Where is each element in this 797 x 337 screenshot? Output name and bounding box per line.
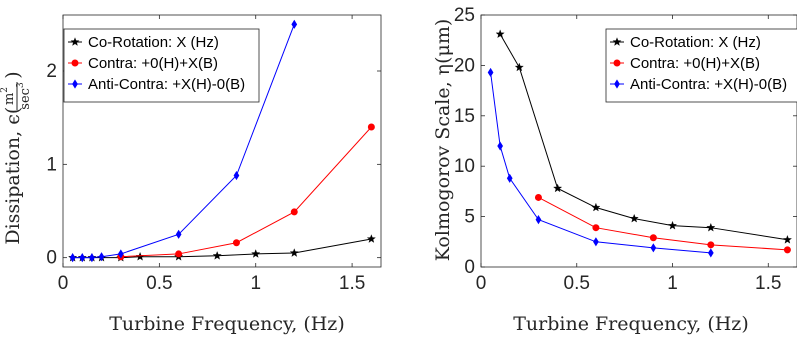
kolmogorov-data-point xyxy=(535,215,542,225)
dissipation-data-point xyxy=(232,239,240,247)
dissipation-ylabel-num: m xyxy=(2,93,17,105)
dissipation-data-point xyxy=(291,19,298,29)
kolmogorov-legend-label: Contra: +0(H)+X(B) xyxy=(630,55,760,72)
dissipation-series-2 xyxy=(117,123,375,261)
dissipation-data-point xyxy=(366,234,376,243)
kolmogorov-data-point xyxy=(593,237,599,247)
dissipation-data-point xyxy=(98,252,105,262)
dissipation-data-point xyxy=(79,253,86,263)
dissipation-ylabel-close: ) xyxy=(2,71,24,78)
dissipation-data-point xyxy=(175,250,183,258)
kolmogorov-legend: Co-Rotation: X (Hz) Contra: +0(H)+X(B) Ant… xyxy=(605,28,797,103)
dissipation-ylabel: Dissipation, ϵ() m2 sec3 xyxy=(0,71,33,244)
kolmogorov-data-point xyxy=(534,193,542,201)
kolmogorov-chart: Turbine Frequency, (Hz) Kolmogorov Scale… xyxy=(432,19,749,335)
dissipation-legend-label: Contra: +0(H)+X(B) xyxy=(88,55,218,72)
kolmogorov-xlabel: Turbine Frequency, (Hz) xyxy=(513,313,748,335)
dissipation-legend-box xyxy=(63,28,260,103)
kolmogorov-ytick-label: 10 xyxy=(454,156,475,177)
dissipation-legend-label: Anti-Contra: +X(H)-0(B) xyxy=(88,76,245,93)
dissipation-data-point xyxy=(251,249,261,258)
kolmogorov-series-line xyxy=(499,33,788,241)
kolmogorov-series-2 xyxy=(534,193,791,254)
dissipation-ylabel-num-sup: 2 xyxy=(0,87,10,93)
kolmogorov-legend-marker xyxy=(613,59,621,67)
kolmogorov-ytick-label: 25 xyxy=(454,5,475,26)
svg-text:sec3: sec3 xyxy=(16,82,33,110)
dissipation-xtick-label: 1.5 xyxy=(339,273,365,294)
kolmogorov-data-point xyxy=(706,222,716,232)
dissipation-data-point xyxy=(233,170,240,181)
kolmogorov-data-point xyxy=(553,183,563,193)
dissipation-xtick-label: 0 xyxy=(58,273,69,294)
kolmogorov-ytick-label: 20 xyxy=(454,55,475,76)
kolmogorov-data-point xyxy=(782,235,792,244)
kolmogorov-legend-marker xyxy=(614,79,620,89)
kolmogorov-ylabel: Kolmogorov Scale, η(μm) xyxy=(432,19,454,262)
kolmogorov-data-point xyxy=(649,234,657,242)
svg-text:Dissipation, ϵ(): Dissipation, ϵ() xyxy=(2,71,24,244)
kolmogorov-xtick-label: 0.5 xyxy=(564,273,590,294)
kolmogorov-ytick-label: 15 xyxy=(454,106,475,127)
kolmogorov-data-point xyxy=(707,248,714,258)
kolmogorov-data-point xyxy=(783,246,791,254)
kolmogorov-ytick-label: 5 xyxy=(464,207,475,228)
kolmogorov-data-point xyxy=(629,213,639,223)
dissipation-chart: Turbine Frequency, (Hz) Dissipation, ϵ()… xyxy=(0,71,345,335)
kolmogorov-plot: 0 0.5 1 1.5 0 5 10 15 20 25 xyxy=(454,5,797,294)
kolmogorov-data-point xyxy=(487,67,494,78)
dissipation-legend-marker xyxy=(72,79,78,89)
dissipation-legend-marker xyxy=(71,59,79,67)
dissipation-ytick-label: 1 xyxy=(46,154,57,175)
kolmogorov-series-3 xyxy=(487,67,714,258)
dissipation-legend-label: Co-Rotation: X (Hz) xyxy=(88,34,219,51)
kolmogorov-data-point xyxy=(591,202,601,212)
kolmogorov-data-point xyxy=(592,224,600,232)
dissipation-series-3 xyxy=(69,19,298,263)
kolmogorov-legend-marker xyxy=(612,37,622,46)
kolmogorov-data-point xyxy=(650,243,657,253)
dissipation-xtick-label: 0.5 xyxy=(146,273,172,294)
kolmogorov-xtick-label: 1.5 xyxy=(755,273,781,294)
svg-text:m2: m2 xyxy=(0,87,17,105)
kolmogorov-xtick-label: 1 xyxy=(667,273,678,294)
dissipation-data-point xyxy=(289,248,299,257)
kolmogorov-data-point xyxy=(668,220,678,230)
dissipation-legend-marker xyxy=(70,37,80,46)
dissipation-ytick-label: 2 xyxy=(46,61,57,82)
dissipation-legend: Co-Rotation: X (Hz) Contra: +0(H)+X(B) Ant… xyxy=(63,28,260,103)
kolmogorov-series-1 xyxy=(495,29,792,244)
kolmogorov-legend-label: Anti-Contra: +X(H)-0(B) xyxy=(630,76,787,93)
dissipation-data-point xyxy=(175,229,182,239)
kolmogorov-data-point xyxy=(506,173,513,183)
dissipation-ytick-label: 0 xyxy=(46,248,57,269)
kolmogorov-data-point xyxy=(497,141,504,151)
dissipation-data-point xyxy=(367,123,375,131)
kolmogorov-ytick-label: 0 xyxy=(464,257,475,278)
dissipation-data-point xyxy=(89,253,95,263)
kolmogorov-xtick-label: 0 xyxy=(476,273,487,294)
dissipation-series-1 xyxy=(68,234,376,262)
dissipation-data-point xyxy=(117,249,124,259)
kolmogorov-data-point xyxy=(495,29,505,38)
dissipation-plot: 0 0.5 1 1.5 0 1 2 xyxy=(46,14,382,294)
dissipation-ylabel-den-sup: 3 xyxy=(16,82,26,88)
kolmogorov-axes-box xyxy=(480,14,797,268)
dissipation-ylabel-main: Dissipation, ϵ( xyxy=(2,107,24,245)
dissipation-ylabel-den: sec xyxy=(18,88,33,110)
dissipation-data-point xyxy=(69,253,76,263)
kolmogorov-data-point xyxy=(514,62,524,72)
dissipation-series-line xyxy=(120,126,372,258)
kolmogorov-legend-box xyxy=(605,28,797,103)
kolmogorov-data-point xyxy=(707,241,715,249)
dissipation-xtick-label: 1 xyxy=(250,273,261,294)
dissipation-data-point xyxy=(290,208,298,216)
kolmogorov-legend-label: Co-Rotation: X (Hz) xyxy=(630,34,761,51)
dissipation-axes-box xyxy=(62,14,382,268)
dissipation-xlabel: Turbine Frequency, (Hz) xyxy=(109,313,344,335)
dissipation-data-point xyxy=(212,251,222,260)
